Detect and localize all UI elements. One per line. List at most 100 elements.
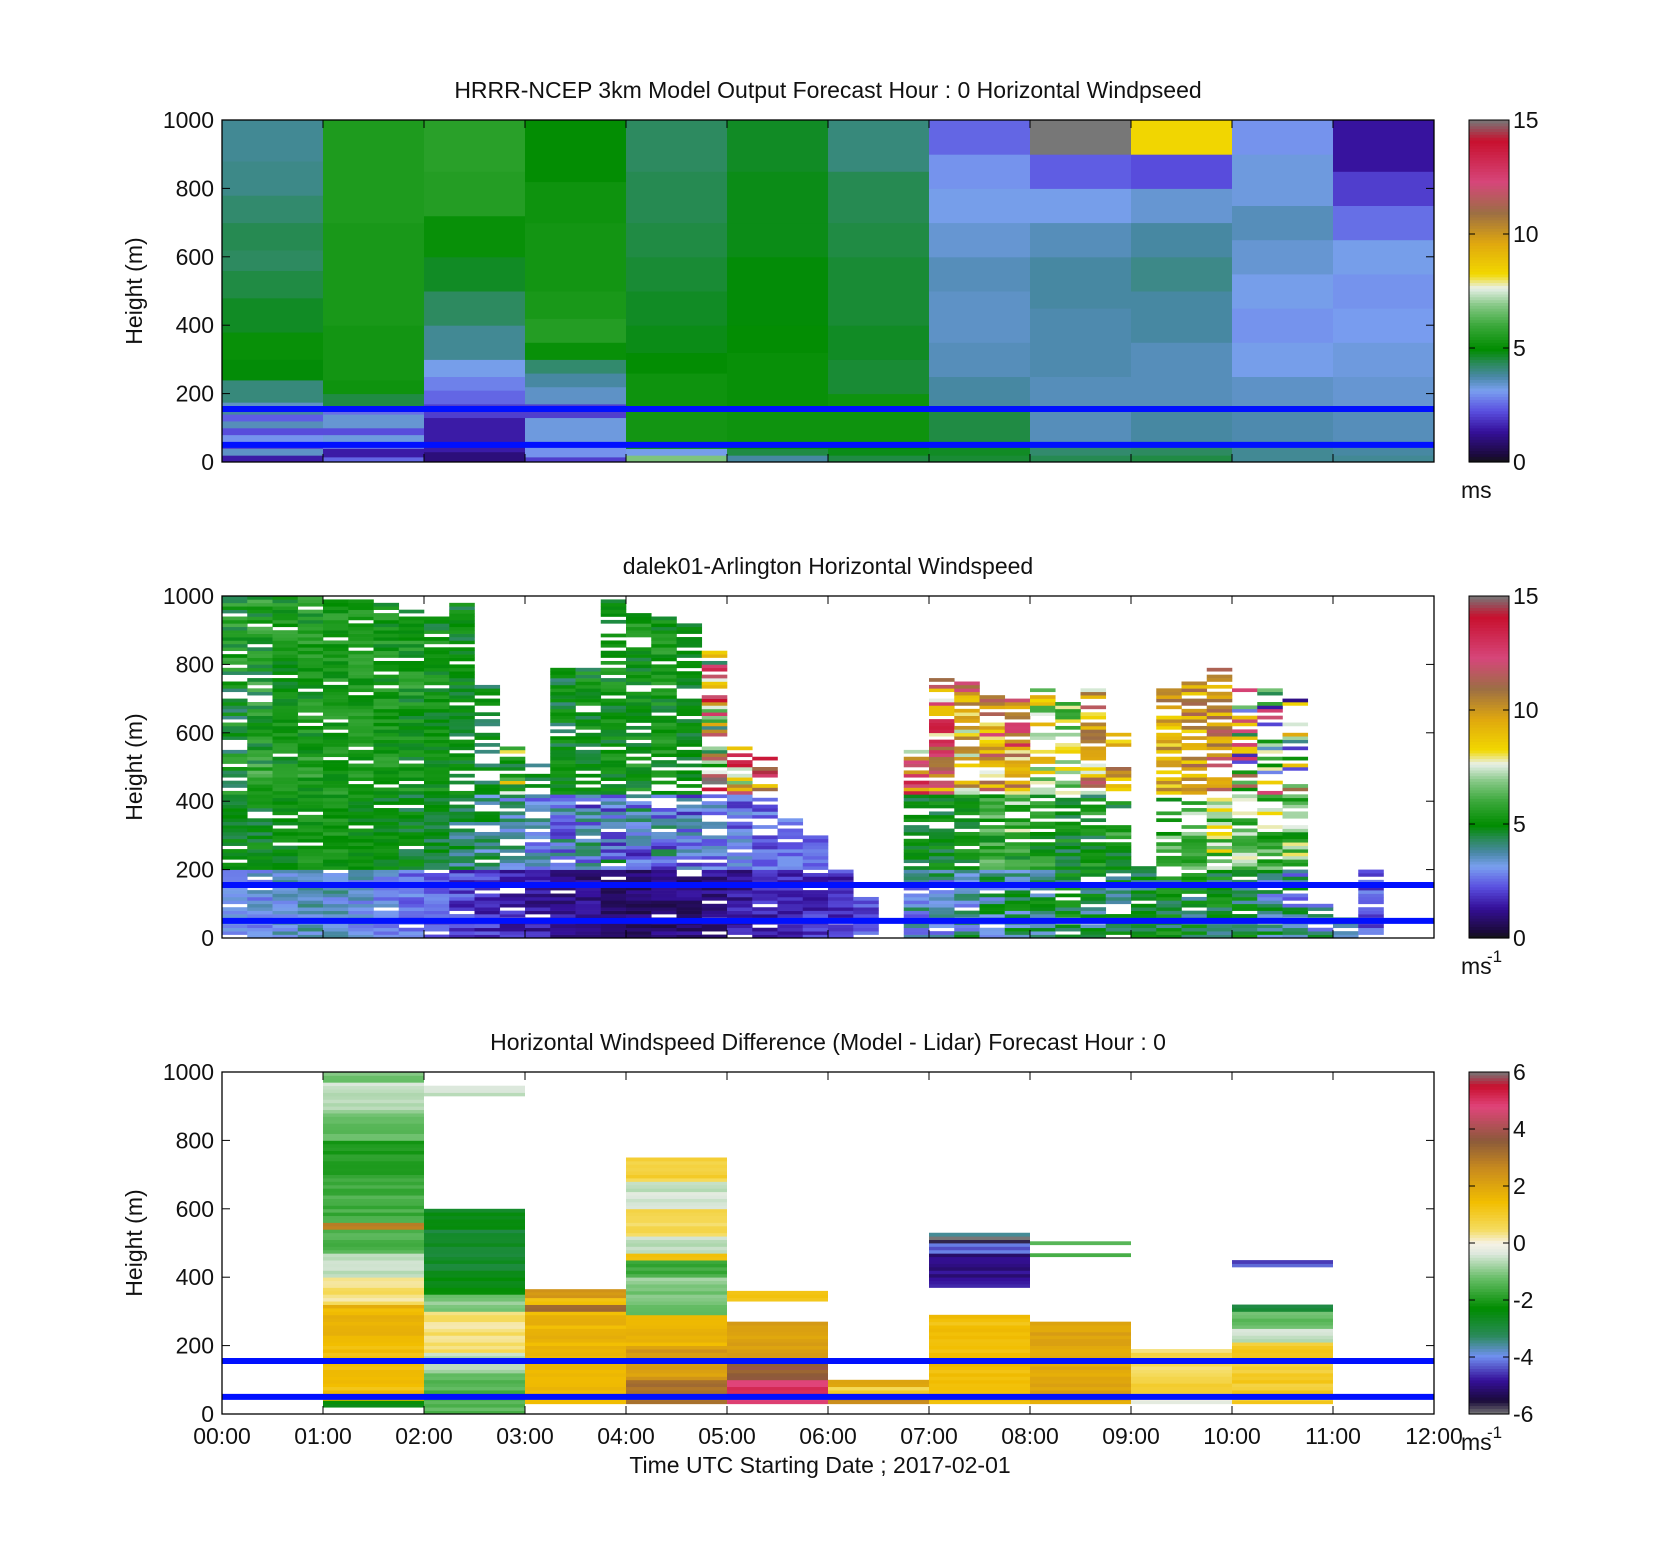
colorbar-swatch	[1469, 447, 1509, 452]
heatmap-cell	[449, 602, 475, 607]
heatmap-cell	[1257, 756, 1283, 761]
heatmap-cell	[247, 753, 273, 758]
heatmap-cell	[1156, 934, 1182, 939]
heatmap-cell	[777, 934, 804, 939]
heatmap-cell	[297, 770, 324, 775]
heatmap-cell	[348, 859, 374, 864]
heatmap-cell	[1131, 907, 1157, 911]
heatmap-cell	[575, 763, 602, 768]
heatmap-cell	[1282, 914, 1309, 918]
heatmap-cell	[828, 455, 930, 463]
y-tick-label: 200	[176, 381, 214, 407]
heatmap-cell	[272, 596, 299, 600]
heatmap-cell	[979, 862, 1006, 867]
heatmap-cell	[828, 907, 854, 911]
heatmap-cell	[373, 869, 400, 874]
heatmap-cell	[424, 1215, 525, 1220]
colorbar-swatch	[1469, 1183, 1509, 1187]
heatmap-cell	[1156, 732, 1182, 737]
heatmap-cell	[1232, 862, 1258, 867]
heatmap-cell	[1181, 910, 1208, 915]
heatmap-cell	[575, 674, 602, 679]
heatmap-cell	[373, 760, 400, 764]
heatmap-cell	[424, 1225, 525, 1230]
colorbar-swatch	[1469, 399, 1509, 403]
heatmap-cell	[929, 1362, 1030, 1367]
heatmap-cell	[272, 934, 299, 939]
heatmap-cell	[903, 903, 930, 908]
heatmap-cell	[272, 606, 299, 610]
heatmap-cell	[424, 934, 450, 939]
heatmap-cell	[474, 743, 501, 747]
heatmap-cell	[323, 1355, 424, 1360]
heatmap-cell	[676, 855, 703, 860]
heatmap-cell	[1131, 1372, 1232, 1377]
heatmap-cell	[903, 838, 930, 843]
heatmap-cell	[272, 859, 299, 864]
heatmap-cell	[272, 907, 299, 911]
colorbar-swatch	[1469, 128, 1509, 132]
heatmap-cell	[701, 910, 728, 915]
heatmap-cell	[424, 900, 450, 905]
heatmap-cell	[727, 804, 753, 809]
heatmap-cell	[474, 910, 501, 915]
heatmap-cell	[1055, 869, 1081, 874]
heatmap-cell	[929, 780, 955, 785]
heatmap-cell	[499, 780, 526, 785]
heatmap-cell	[752, 900, 778, 905]
heatmap-cell	[929, 852, 955, 857]
heatmap-cell	[903, 818, 930, 823]
heatmap-cell	[499, 811, 526, 816]
heatmap-cell	[727, 910, 753, 915]
heatmap-cell	[323, 623, 349, 628]
heatmap-cell	[424, 879, 450, 884]
heatmap-cell	[1055, 804, 1081, 809]
heatmap-cell	[802, 893, 829, 898]
heatmap-cell	[1358, 869, 1384, 874]
heatmap-cell	[1131, 1366, 1232, 1370]
heatmap-cell	[1055, 725, 1081, 730]
heatmap-cell	[323, 831, 349, 836]
heatmap-cell	[600, 849, 627, 853]
heatmap-cell	[626, 623, 652, 628]
heatmap-cell	[373, 619, 400, 624]
heatmap-cell	[398, 695, 425, 699]
colorbar-swatch	[1469, 262, 1509, 266]
heatmap-cell	[1257, 715, 1283, 720]
heatmap-cell	[727, 291, 829, 326]
heatmap-cell	[1080, 784, 1107, 788]
heatmap-cell	[701, 821, 728, 826]
heatmap-cell	[676, 705, 703, 710]
colorbar-swatch	[1469, 1103, 1509, 1107]
heatmap-cell	[1156, 739, 1182, 744]
heatmap-cell	[424, 794, 450, 799]
heatmap-cell	[1333, 342, 1435, 377]
heatmap-cell	[600, 879, 627, 884]
heatmap-cell	[348, 900, 374, 905]
heatmap-cell	[474, 934, 501, 939]
heatmap-cell	[600, 845, 627, 850]
heatmap-cell	[525, 818, 551, 823]
heatmap-cell	[247, 790, 273, 795]
colorbar-swatch	[1469, 245, 1509, 249]
colorbar-frame	[1468, 119, 1510, 463]
heatmap-cell	[626, 1160, 727, 1165]
heatmap-cell	[600, 599, 627, 604]
heatmap-cell	[550, 876, 576, 881]
heatmap-cell	[499, 876, 526, 881]
heatmap-cell	[929, 835, 955, 840]
heatmap-cell	[398, 862, 425, 867]
heatmap-cell	[247, 903, 273, 908]
heatmap-cell	[272, 613, 299, 617]
heatmap-cell	[550, 773, 576, 778]
heatmap-cell	[600, 831, 627, 836]
heatmap-cell	[222, 722, 248, 727]
heatmap-cell	[979, 780, 1006, 785]
heatmap-cell	[1080, 934, 1107, 939]
heatmap-cell	[979, 814, 1006, 819]
heatmap-cell	[727, 1366, 828, 1370]
heatmap-cell	[1080, 705, 1107, 710]
heatmap-cell	[1004, 821, 1031, 826]
heatmap-cell	[272, 767, 299, 771]
colorbar-swatch	[1469, 313, 1509, 318]
